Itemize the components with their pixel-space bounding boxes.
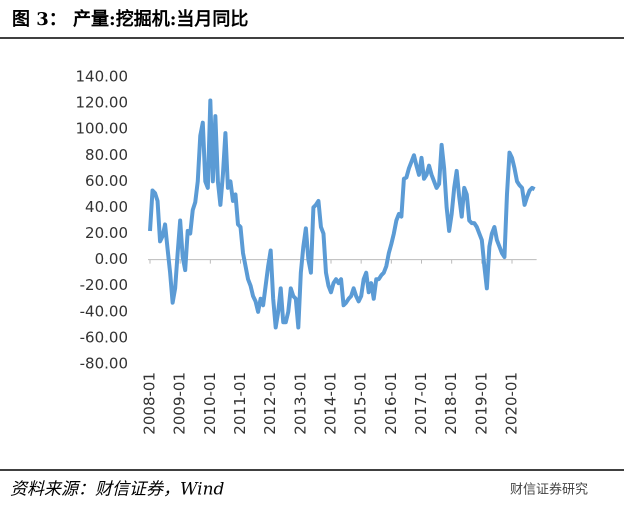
y-tick-label: 0.00 — [95, 250, 128, 268]
x-tick-label: 2017-01 — [412, 372, 430, 435]
source-note: 资料来源：财信证券，Wind — [10, 480, 225, 500]
y-tick-label: -80.00 — [80, 355, 128, 373]
y-tick-label: 20.00 — [85, 224, 128, 242]
y-tick-label: 60.00 — [85, 172, 128, 190]
y-tick-label: 80.00 — [85, 146, 128, 164]
x-tick-label: 2019-01 — [472, 372, 490, 435]
x-tick-label: 2013-01 — [291, 372, 309, 435]
y-tick-label: 140.00 — [76, 68, 129, 86]
y-tick-label: 120.00 — [76, 94, 129, 112]
data-line — [148, 98, 536, 330]
x-tick-label: 2012-01 — [261, 372, 279, 435]
x-tick-label: 2015-01 — [352, 372, 370, 435]
x-tick-label: 2008-01 — [141, 372, 159, 435]
x-tick-label: 2016-01 — [382, 372, 400, 435]
y-tick-label: -40.00 — [80, 302, 128, 320]
x-tick-label: 2011-01 — [231, 372, 249, 435]
x-tick-label: 2018-01 — [442, 372, 460, 435]
y-tick-label: 40.00 — [85, 198, 128, 216]
x-tick-label: 2010-01 — [201, 372, 219, 435]
y-tick-label: 100.00 — [76, 120, 129, 138]
y-tick-label: -60.00 — [80, 328, 128, 346]
x-tick-label: 2020-01 — [503, 372, 521, 435]
watermark: 财信证券研究 — [510, 482, 588, 498]
x-tick-label: 2009-01 — [171, 372, 189, 435]
y-tick-label: -20.00 — [80, 276, 128, 294]
chart-title: 图 3： 产量:挖掘机:当月同比 — [12, 8, 248, 30]
x-tick-label: 2014-01 — [322, 372, 340, 435]
